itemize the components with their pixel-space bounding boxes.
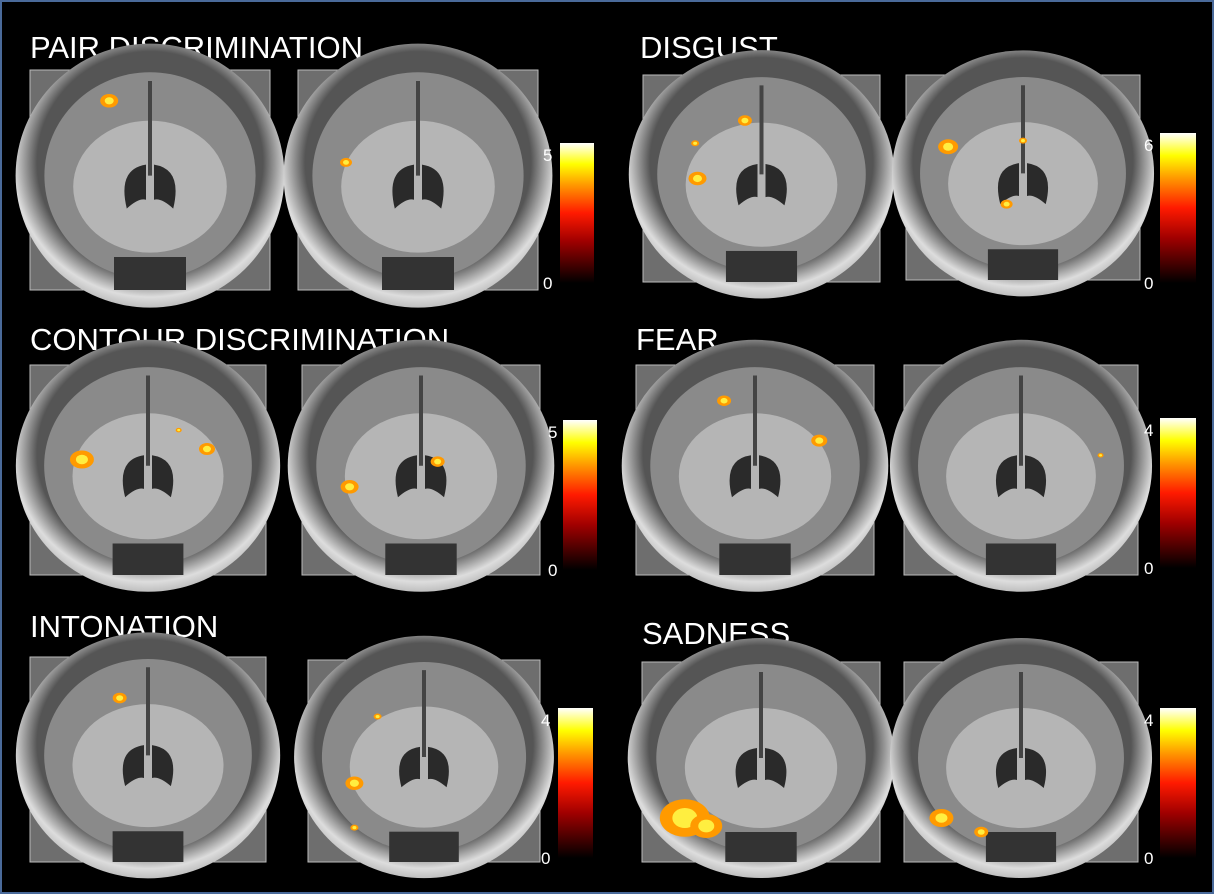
colorbar-max-label: 5 <box>543 146 552 165</box>
colorbar <box>563 420 597 570</box>
activation-core <box>350 780 359 787</box>
activation-core <box>693 175 702 182</box>
colorbar-min-label: 0 <box>1144 274 1153 293</box>
colorbar-min-label: 0 <box>1144 849 1153 868</box>
slice-base <box>113 544 184 576</box>
brain-slice <box>629 50 894 298</box>
activation-core <box>815 437 823 443</box>
colorbar <box>1160 418 1196 568</box>
activation-core <box>203 446 211 452</box>
activation-core <box>116 695 123 701</box>
slice-base <box>114 257 186 290</box>
activation-core <box>698 820 714 833</box>
slice-base <box>725 832 796 862</box>
colorbar-max-label: 6 <box>1144 136 1153 155</box>
colorbar-min-label: 0 <box>543 274 552 293</box>
colorbar-max-label: 5 <box>548 423 557 442</box>
activation-core <box>343 160 349 165</box>
activation-core <box>1099 454 1102 456</box>
activation-core <box>741 118 748 124</box>
colorbar-max-label: 4 <box>541 711 550 730</box>
brain-slice <box>890 638 1152 878</box>
colorbar-max-label: 4 <box>1144 421 1153 440</box>
slice-base <box>726 251 797 282</box>
brain-slice <box>284 44 553 308</box>
colorbar <box>558 708 593 858</box>
slice-base <box>113 831 184 862</box>
slice-base <box>385 544 456 576</box>
brain-slice <box>892 50 1154 296</box>
colorbar-min-label: 0 <box>541 849 550 868</box>
slice-base <box>382 257 454 290</box>
activation-core <box>1004 202 1010 207</box>
brain-slice <box>16 632 280 878</box>
activation-core <box>105 97 114 104</box>
brain-slice <box>16 44 285 308</box>
brain-slice <box>294 636 554 878</box>
colorbar <box>1160 708 1196 858</box>
slice-base <box>988 249 1058 280</box>
slice-base <box>389 832 459 862</box>
activation-core <box>352 826 356 829</box>
activation-core <box>978 829 985 835</box>
slice-base <box>986 832 1056 862</box>
activation-core <box>177 429 180 431</box>
colorbar-max-label: 4 <box>1144 711 1153 730</box>
colorbar <box>560 143 594 283</box>
activation-core <box>376 715 380 718</box>
activation-core <box>721 398 728 404</box>
slice-base <box>986 544 1056 576</box>
brain-slice <box>622 340 889 592</box>
colorbar-min-label: 0 <box>1144 559 1153 578</box>
activation-core <box>345 483 354 490</box>
slice-base <box>719 544 790 576</box>
activation-core <box>1021 139 1025 142</box>
activation-core <box>943 143 953 151</box>
brain-slice <box>288 340 555 592</box>
brain-slice <box>628 638 895 878</box>
activation-core <box>76 455 88 465</box>
colorbar-min-label: 0 <box>548 561 557 580</box>
brain-slice <box>16 340 280 592</box>
figure: PAIR DISCRIMINATION50DISGUST60CONTOUR DI… <box>0 0 1214 894</box>
activation-core <box>693 142 697 145</box>
activation-core <box>935 813 947 823</box>
activation-core <box>434 459 441 465</box>
page: PAIR DISCRIMINATION50DISGUST60CONTOUR DI… <box>0 0 1214 894</box>
brain-slice <box>890 340 1152 592</box>
colorbar <box>1160 133 1196 283</box>
